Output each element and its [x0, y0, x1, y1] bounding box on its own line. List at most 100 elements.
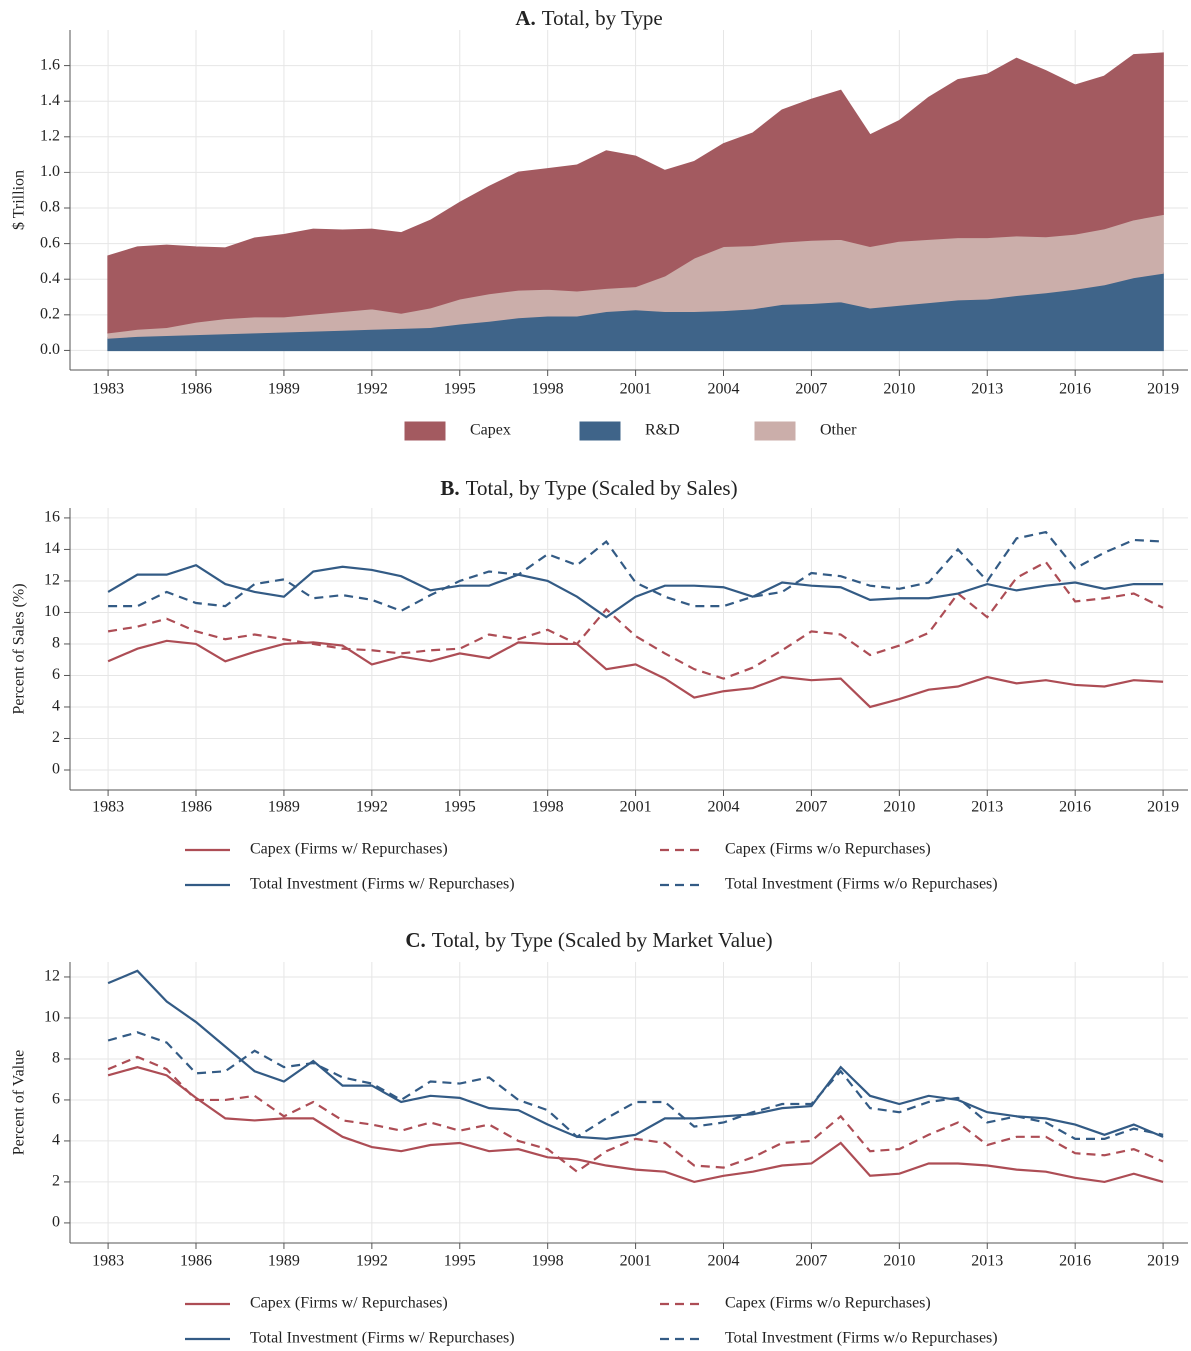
panel-title: A. Total, by Type: [515, 6, 662, 30]
x-tick-label: 2001: [620, 1253, 652, 1270]
x-tick-label: 1998: [532, 381, 564, 398]
y-tick-label: 6: [52, 1091, 60, 1108]
y-tick-label: 12: [44, 968, 60, 985]
x-tick-label: 1995: [444, 1253, 476, 1270]
y-tick-label: 16: [44, 509, 60, 526]
x-tick-label: 2001: [620, 381, 652, 398]
y-tick-label: 12: [44, 572, 60, 589]
legend-label: Capex (Firms w/ Repurchases): [250, 1295, 448, 1312]
x-tick-label: 2010: [883, 381, 915, 398]
y-tick-label: 2: [52, 729, 60, 746]
y-tick-label: 0.4: [40, 270, 60, 287]
y-tick-label: 4: [52, 698, 60, 715]
x-tick-label: 2004: [708, 1253, 740, 1270]
y-tick-label: 8: [52, 635, 60, 652]
y-axis-label: $ Trillion: [11, 170, 28, 230]
x-tick-label: 2019: [1147, 1253, 1179, 1270]
x-tick-label: 1998: [532, 1253, 564, 1270]
area: [107, 52, 1164, 334]
x-tick-label: 2004: [708, 799, 740, 816]
x-tick-label: 2007: [795, 381, 827, 398]
line: [108, 530, 1164, 613]
legend-label: Total Investment (Firms w/o Repurchases): [725, 876, 998, 893]
x-tick-label: 1998: [532, 799, 564, 816]
x-tick-label: 2010: [883, 1253, 915, 1270]
line: [107, 1065, 1164, 1184]
y-tick-label: 0.0: [40, 341, 60, 358]
x-tick-label: 2010: [883, 799, 915, 816]
y-tick-label: 14: [44, 540, 60, 557]
y-tick-label: 0: [52, 1214, 60, 1231]
x-tick-label: 2016: [1059, 381, 1091, 398]
x-tick-label: 2019: [1147, 799, 1179, 816]
legend-swatch: [579, 421, 621, 441]
panel-title: C. Total, by Type (Scaled by Market Value…: [405, 928, 772, 952]
title-text: Total, by Type: [542, 6, 663, 30]
x-tick-label: 1986: [180, 1253, 212, 1270]
title-text: Total, by Type (Scaled by Market Value): [432, 928, 773, 952]
y-tick-label: 1.0: [40, 163, 60, 180]
x-tick-label: 1995: [444, 381, 476, 398]
y-tick-label: 1.6: [40, 56, 60, 73]
panel-letter: C.: [405, 928, 425, 952]
x-tick-label: 1992: [356, 1253, 388, 1270]
x-tick-label: 1992: [356, 799, 388, 816]
line: [107, 1055, 1164, 1174]
legend-label: Capex (Firms w/o Repurchases): [725, 841, 931, 858]
x-tick-label: 1983: [92, 1253, 124, 1270]
panel-letter: A.: [515, 6, 535, 30]
y-tick-label: 4: [52, 1132, 60, 1149]
line: [107, 560, 1164, 680]
y-axis-label: Percent of Sales (%): [11, 583, 28, 714]
x-tick-label: 2013: [971, 799, 1003, 816]
x-tick-label: 1989: [268, 1253, 300, 1270]
line: [107, 1031, 1164, 1140]
x-tick-label: 2016: [1059, 1253, 1091, 1270]
y-tick-label: 0.2: [40, 305, 60, 322]
x-tick-label: 1989: [268, 799, 300, 816]
x-tick-label: 1986: [180, 799, 212, 816]
x-tick-label: 2001: [620, 799, 652, 816]
title-text: Total, by Type (Scaled by Sales): [466, 476, 738, 500]
y-tick-label: 2: [52, 1173, 60, 1190]
y-axis-label: Percent of Value: [11, 1050, 28, 1155]
legend-label: Capex: [470, 422, 511, 439]
legend-swatch: [404, 421, 446, 441]
panel-title: B. Total, by Type (Scaled by Sales): [440, 476, 737, 500]
x-tick-label: 1989: [268, 381, 300, 398]
y-tick-label: 10: [44, 603, 60, 620]
x-tick-label: 1995: [444, 799, 476, 816]
legend-label: Other: [820, 422, 857, 439]
line: [107, 639, 1164, 709]
x-tick-label: 1986: [180, 381, 212, 398]
y-tick-label: 6: [52, 666, 60, 683]
y-tick-label: 0.6: [40, 234, 60, 251]
x-tick-label: 1992: [356, 381, 388, 398]
x-tick-label: 2019: [1147, 381, 1179, 398]
y-tick-label: 8: [52, 1050, 60, 1067]
legend-label: Total Investment (Firms w/o Repurchases): [725, 1330, 998, 1347]
y-tick-label: 0.8: [40, 199, 60, 216]
x-tick-label: 2013: [971, 381, 1003, 398]
line: [107, 563, 1164, 619]
legend-label: Total Investment (Firms w/ Repurchases): [250, 1330, 515, 1347]
legend-label: Capex (Firms w/ Repurchases): [250, 841, 448, 858]
y-tick-label: 10: [44, 1009, 60, 1026]
panel-letter: B.: [440, 476, 459, 500]
x-tick-label: 2013: [971, 1253, 1003, 1270]
x-tick-label: 2004: [708, 381, 740, 398]
line: [107, 969, 1164, 1140]
legend-label: Total Investment (Firms w/ Repurchases): [250, 876, 515, 893]
legend-label: R&D: [645, 422, 680, 439]
y-tick-label: 0: [52, 761, 60, 778]
y-tick-label: 1.2: [40, 127, 60, 144]
x-tick-label: 1983: [92, 381, 124, 398]
y-tick-label: 1.4: [40, 92, 60, 109]
x-tick-label: 1983: [92, 799, 124, 816]
legend-label: Capex (Firms w/o Repurchases): [725, 1295, 931, 1312]
x-tick-label: 2007: [795, 799, 827, 816]
legend-swatch: [754, 421, 796, 441]
x-tick-label: 2016: [1059, 799, 1091, 816]
x-tick-label: 2007: [795, 1253, 827, 1270]
